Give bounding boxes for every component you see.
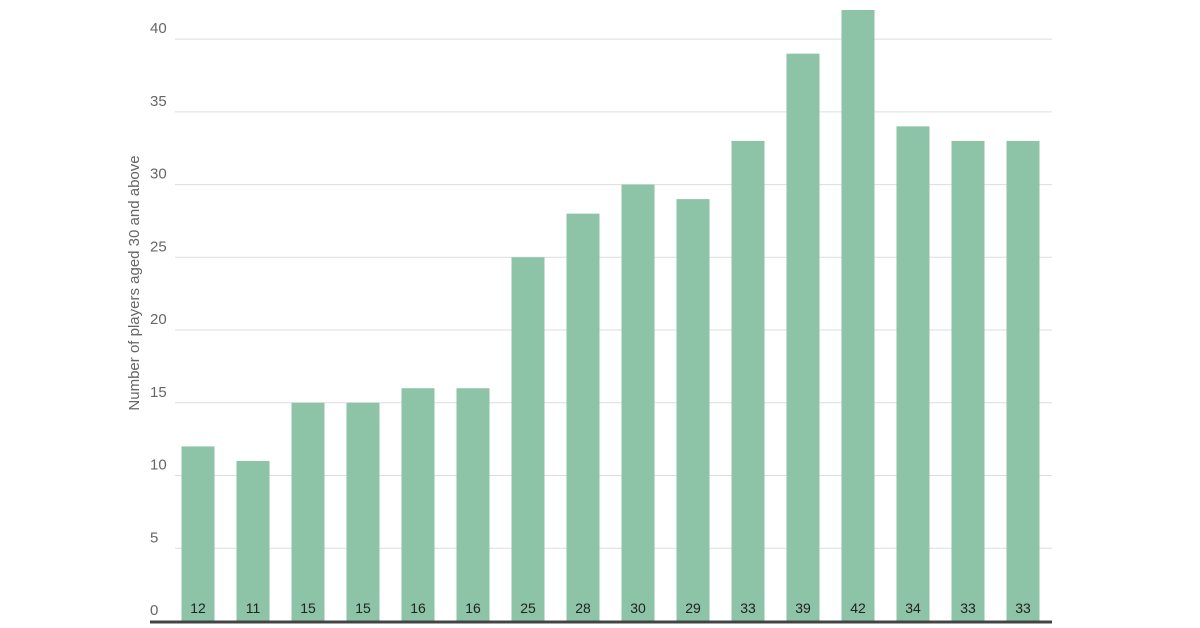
y-tick-label: 15 bbox=[150, 384, 167, 401]
bar bbox=[621, 184, 655, 622]
y-tick-label: 20 bbox=[150, 311, 167, 328]
data-label: 33 bbox=[960, 600, 976, 616]
y-tick-label: 40 bbox=[150, 20, 167, 37]
data-label: 25 bbox=[520, 600, 536, 616]
bar bbox=[511, 257, 545, 621]
data-label: 16 bbox=[410, 600, 426, 616]
data-label: 15 bbox=[355, 600, 371, 616]
y-axis-title: Number of players aged 30 and above bbox=[126, 155, 143, 410]
bar bbox=[401, 388, 435, 621]
bar bbox=[291, 402, 325, 621]
y-tick-label: 30 bbox=[150, 166, 167, 183]
y-tick-label: 25 bbox=[150, 238, 167, 255]
data-label: 39 bbox=[795, 600, 811, 616]
data-label: 11 bbox=[246, 600, 261, 616]
bar bbox=[181, 446, 215, 621]
data-label: 30 bbox=[630, 600, 646, 616]
data-label: 33 bbox=[740, 600, 756, 616]
data-label: 28 bbox=[575, 600, 591, 616]
data-label: 33 bbox=[1015, 600, 1031, 616]
y-tick-label: 0 bbox=[150, 602, 158, 619]
y-tick-label: 35 bbox=[150, 93, 167, 110]
bar bbox=[566, 213, 600, 621]
data-label: 42 bbox=[850, 600, 866, 616]
data-label: 29 bbox=[685, 600, 701, 616]
bar bbox=[786, 53, 820, 621]
bar bbox=[731, 140, 765, 621]
bar bbox=[346, 402, 380, 621]
data-label: 34 bbox=[905, 600, 921, 616]
data-label: 15 bbox=[300, 600, 316, 616]
data-label: 16 bbox=[465, 600, 481, 616]
y-tick-label: 5 bbox=[150, 529, 158, 546]
y-tick-label: 10 bbox=[150, 457, 167, 474]
bar bbox=[1006, 140, 1040, 621]
bar bbox=[951, 140, 985, 621]
bar bbox=[236, 460, 270, 621]
bar bbox=[676, 199, 710, 621]
bar bbox=[841, 10, 875, 621]
data-label: 12 bbox=[190, 600, 206, 616]
bar bbox=[456, 388, 490, 621]
bar bbox=[896, 126, 930, 621]
